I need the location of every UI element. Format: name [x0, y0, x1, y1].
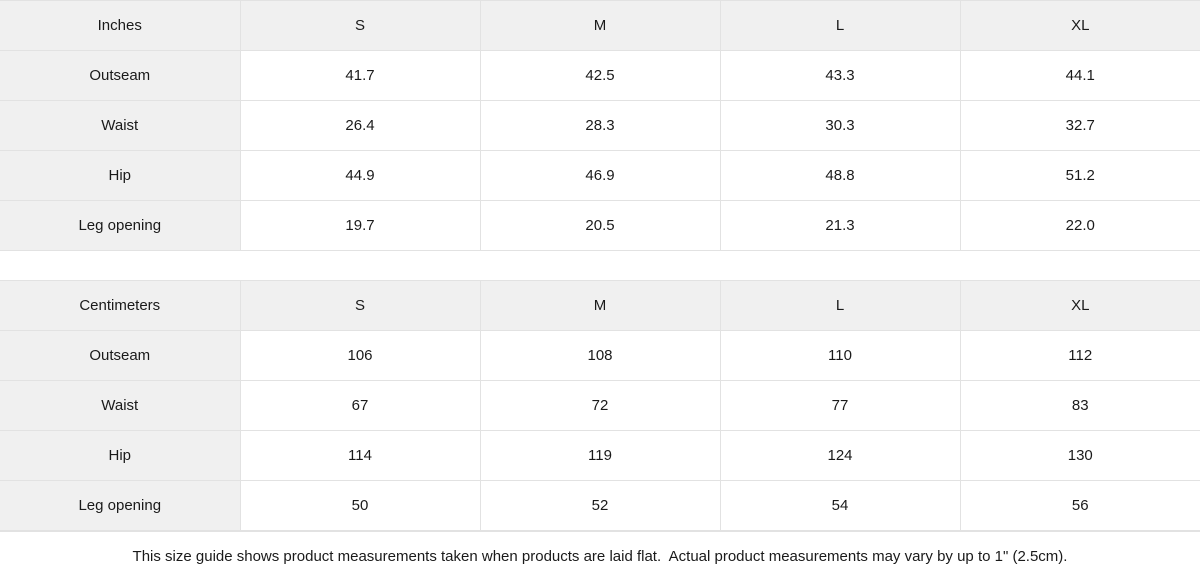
table-row: Hip 114 119 124 130 — [0, 430, 1200, 482]
inches-size-header-l: L — [720, 0, 961, 51]
size-guide-footnote: This size guide shows product measuremen… — [0, 531, 1200, 580]
cell-outseam-l: 43.3 — [720, 50, 961, 101]
cell-leg-opening-cm-l: 54 — [720, 480, 961, 532]
table-row: Hip 44.9 46.9 48.8 51.2 — [0, 150, 1200, 201]
cell-hip-xl: 51.2 — [960, 150, 1200, 201]
cell-outseam-cm-xl: 112 — [960, 330, 1200, 382]
inches-size-header-s: S — [240, 0, 481, 51]
cell-waist-cm-xl: 83 — [960, 380, 1200, 432]
inches-table-header: Inches S M L XL — [0, 0, 1200, 51]
table-row: Leg opening 50 52 54 56 — [0, 480, 1200, 532]
cell-leg-opening-cm-xl: 56 — [960, 480, 1200, 532]
cell-waist-s: 26.4 — [240, 100, 481, 151]
centimeters-size-header-xl: XL — [960, 280, 1200, 332]
row-label-waist: Waist — [0, 100, 241, 151]
inches-unit-header: Inches — [0, 0, 241, 51]
table-spacer — [0, 251, 1200, 281]
row-label-outseam-cm: Outseam — [0, 330, 241, 382]
table-header-row: Centimeters S M L XL — [0, 280, 1200, 332]
centimeters-unit-header: Centimeters — [0, 280, 241, 332]
cell-leg-opening-l: 21.3 — [720, 200, 961, 251]
cell-hip-cm-m: 119 — [480, 430, 721, 482]
cell-outseam-cm-m: 108 — [480, 330, 721, 382]
cell-leg-opening-s: 19.7 — [240, 200, 481, 251]
cell-hip-l: 48.8 — [720, 150, 961, 201]
centimeters-size-header-l: L — [720, 280, 961, 332]
cell-hip-cm-l: 124 — [720, 430, 961, 482]
row-label-waist-cm: Waist — [0, 380, 241, 432]
cell-outseam-cm-s: 106 — [240, 330, 481, 382]
centimeters-size-header-m: M — [480, 280, 721, 332]
inches-table-body: Outseam 41.7 42.5 43.3 44.1 Waist 26.4 2… — [0, 50, 1200, 251]
cell-waist-cm-l: 77 — [720, 380, 961, 432]
row-label-outseam: Outseam — [0, 50, 241, 101]
cell-outseam-s: 41.7 — [240, 50, 481, 101]
cell-outseam-cm-l: 110 — [720, 330, 961, 382]
row-label-hip: Hip — [0, 150, 241, 201]
table-row: Outseam 41.7 42.5 43.3 44.1 — [0, 50, 1200, 101]
cell-hip-m: 46.9 — [480, 150, 721, 201]
cell-hip-cm-xl: 130 — [960, 430, 1200, 482]
table-header-row: Inches S M L XL — [0, 0, 1200, 51]
cell-leg-opening-m: 20.5 — [480, 200, 721, 251]
centimeters-table-header: Centimeters S M L XL — [0, 280, 1200, 332]
table-row: Outseam 106 108 110 112 — [0, 330, 1200, 382]
cell-hip-s: 44.9 — [240, 150, 481, 201]
cell-leg-opening-xl: 22.0 — [960, 200, 1200, 251]
inches-size-header-xl: XL — [960, 0, 1200, 51]
table-row: Waist 67 72 77 83 — [0, 380, 1200, 432]
centimeters-table-body: Outseam 106 108 110 112 Waist 67 72 77 8… — [0, 330, 1200, 532]
cell-waist-cm-m: 72 — [480, 380, 721, 432]
cell-waist-cm-s: 67 — [240, 380, 481, 432]
table-row: Leg opening 19.7 20.5 21.3 22.0 — [0, 200, 1200, 251]
cell-leg-opening-cm-s: 50 — [240, 480, 481, 532]
table-row: Waist 26.4 28.3 30.3 32.7 — [0, 100, 1200, 151]
cell-outseam-m: 42.5 — [480, 50, 721, 101]
cell-waist-m: 28.3 — [480, 100, 721, 151]
inches-measurements-table: Inches S M L XL Outseam 41.7 42.5 43.3 4… — [0, 0, 1200, 251]
centimeters-measurements-table: Centimeters S M L XL Outseam 106 108 110… — [0, 280, 1200, 532]
cell-waist-xl: 32.7 — [960, 100, 1200, 151]
cell-hip-cm-s: 114 — [240, 430, 481, 482]
centimeters-size-header-s: S — [240, 280, 481, 332]
row-label-hip-cm: Hip — [0, 430, 241, 482]
cell-waist-l: 30.3 — [720, 100, 961, 151]
cell-leg-opening-cm-m: 52 — [480, 480, 721, 532]
inches-size-header-m: M — [480, 0, 721, 51]
cell-outseam-xl: 44.1 — [960, 50, 1200, 101]
row-label-leg-opening: Leg opening — [0, 200, 241, 251]
row-label-leg-opening-cm: Leg opening — [0, 480, 241, 532]
